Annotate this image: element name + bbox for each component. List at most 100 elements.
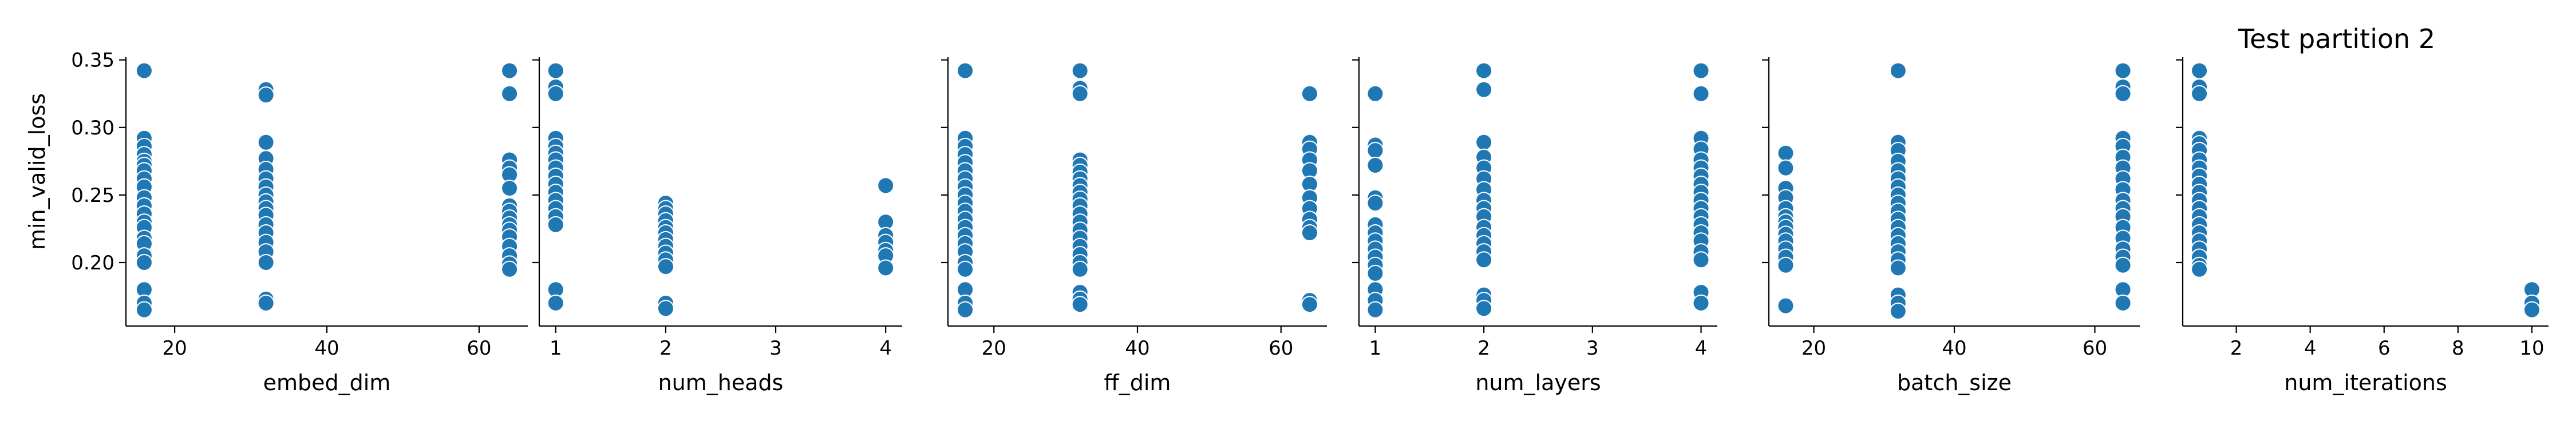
- data-point: [1071, 296, 1089, 313]
- x-tick-label: 3: [1586, 337, 1599, 360]
- data-point: [1889, 303, 1907, 320]
- data-point: [1475, 251, 1493, 269]
- data-point: [1692, 251, 1710, 269]
- data-point: [2114, 85, 2132, 102]
- data-point: [957, 301, 974, 319]
- data-point: [2191, 260, 2208, 278]
- x-tick-label: 10: [2519, 337, 2544, 360]
- data-point: [1692, 294, 1710, 312]
- x-tick-label: 40: [1125, 337, 1149, 360]
- data-point: [1889, 259, 1907, 277]
- data-point: [877, 177, 895, 194]
- x-tick-label: 20: [162, 337, 187, 360]
- x-axis-label: num_layers: [1475, 370, 1601, 395]
- data-point: [1692, 85, 1710, 102]
- x-tick-label: 60: [467, 337, 491, 360]
- y-tick-label: 0.20: [71, 252, 114, 275]
- data-point: [877, 259, 895, 277]
- data-point: [957, 62, 974, 80]
- data-point: [1071, 62, 1089, 80]
- x-tick-label: 4: [1695, 337, 1708, 360]
- data-point: [1366, 156, 1384, 174]
- x-tick-label: 4: [879, 337, 892, 360]
- x-tick-label: 1: [1369, 337, 1382, 360]
- data-point: [2114, 294, 2132, 312]
- data-point: [1889, 62, 1907, 80]
- x-tick-label: 40: [314, 337, 339, 360]
- x-axis-label: num_heads: [658, 370, 784, 395]
- panel-num_iterations: 2 4 6 8 10 num_iterations: [2176, 57, 2549, 395]
- data-point: [2114, 62, 2132, 80]
- x-tick-label: 20: [982, 337, 1006, 360]
- data-point: [547, 85, 564, 102]
- data-point: [1777, 144, 1795, 162]
- data-point: [1301, 224, 1318, 242]
- data-point: [501, 260, 519, 278]
- data-point: [657, 300, 674, 317]
- data-point: [257, 294, 275, 312]
- data-point: [1366, 301, 1384, 319]
- x-tick-label: 20: [1801, 337, 1826, 360]
- data-point: [1777, 159, 1795, 177]
- data-point: [501, 62, 519, 80]
- y-tick-label: 0.35: [71, 49, 114, 72]
- x-tick-label: 2: [659, 337, 672, 360]
- data-point: [1692, 62, 1710, 80]
- panel-batch_size: 20 40 60 batch_size: [1762, 57, 2140, 395]
- data-point: [2191, 62, 2208, 80]
- data-point: [1366, 264, 1384, 282]
- data-point: [135, 253, 153, 271]
- x-tick-label: 2: [2230, 337, 2243, 360]
- x-axis-label: num_iterations: [2284, 370, 2447, 395]
- data-point: [2523, 301, 2541, 319]
- data-point: [1366, 141, 1384, 159]
- data-point: [1475, 300, 1493, 317]
- data-point: [547, 294, 564, 312]
- x-tick-label: 2: [1477, 337, 1490, 360]
- data-point: [257, 253, 275, 271]
- data-point: [657, 258, 674, 276]
- x-tick-label: 8: [2452, 337, 2464, 360]
- y-tick-label: 0.30: [71, 117, 114, 140]
- data-point: [1301, 85, 1318, 102]
- x-axis-label: embed_dim: [263, 370, 391, 395]
- data-point: [1071, 85, 1089, 102]
- data-point: [135, 62, 153, 80]
- panels-group: 0.20 0.25 0.30 0.35 20 40 60 embed_dim 1 2 3 4 num_h…: [71, 49, 2549, 395]
- x-tick-label: 60: [1269, 337, 1293, 360]
- data-point: [1777, 256, 1795, 274]
- data-point: [257, 133, 275, 151]
- figure-title: Test partition 2: [2238, 23, 2435, 54]
- data-point: [1366, 194, 1384, 212]
- data-point: [1301, 296, 1318, 313]
- x-tick-label: 3: [769, 337, 782, 360]
- x-axis-label: ff_dim: [1104, 370, 1171, 395]
- x-axis-label: batch_size: [1897, 370, 2012, 395]
- data-point: [1475, 62, 1493, 80]
- data-point: [2114, 256, 2132, 274]
- data-point: [1475, 81, 1493, 98]
- y-tick-label: 0.25: [71, 184, 114, 207]
- data-point: [501, 180, 519, 197]
- data-point: [1777, 297, 1795, 315]
- x-tick-label: 60: [2083, 337, 2107, 360]
- data-point: [2191, 85, 2208, 102]
- x-tick-label: 40: [1942, 337, 1966, 360]
- data-point: [257, 86, 275, 104]
- data-point: [501, 85, 519, 102]
- data-point: [1071, 260, 1089, 278]
- panel-num_heads: 1 2 3 4 num_heads: [532, 57, 902, 395]
- x-tick-label: 6: [2378, 337, 2391, 360]
- data-point: [1475, 133, 1493, 151]
- panel-num_layers: 1 2 3 4 num_layers: [1352, 57, 1717, 395]
- panel-embed_dim: 0.20 0.25 0.30 0.35 20 40 60 embed_dim: [71, 49, 528, 395]
- x-tick-label: 4: [2304, 337, 2317, 360]
- data-point: [135, 301, 153, 319]
- panel-ff_dim: 20 40 60 ff_dim: [941, 57, 1327, 395]
- data-point: [547, 216, 564, 233]
- data-point: [1366, 85, 1384, 102]
- y-axis-label: min_valid_loss: [25, 93, 50, 250]
- data-point: [547, 62, 564, 80]
- x-tick-label: 1: [550, 337, 562, 360]
